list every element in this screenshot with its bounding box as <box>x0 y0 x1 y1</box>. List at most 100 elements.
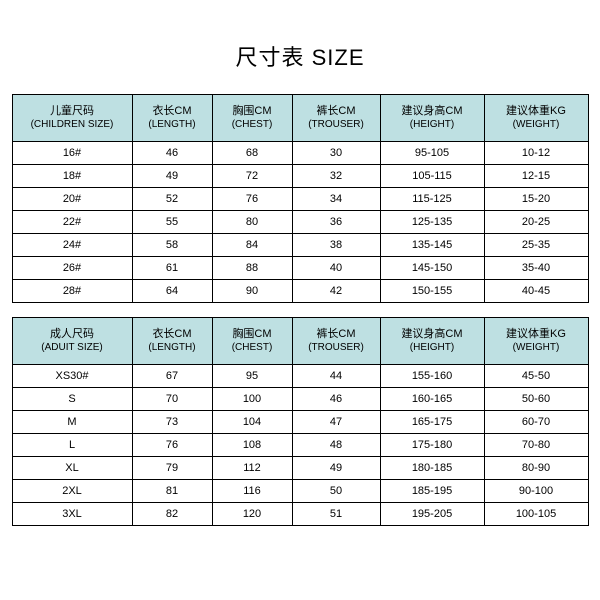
cell: 150-155 <box>380 280 484 303</box>
cell: 70 <box>132 388 212 411</box>
cell: 48 <box>292 434 380 457</box>
cell: 68 <box>212 142 292 165</box>
cell: M <box>12 411 132 434</box>
col-header-en: (TROUSER) <box>295 119 378 132</box>
cell: 34 <box>292 188 380 211</box>
children-header-row: 儿童尺码(CHILDREN SIZE)衣长CM(LENGTH)胸围CM(CHES… <box>12 95 588 142</box>
cell: 70-80 <box>484 434 588 457</box>
cell: 44 <box>292 365 380 388</box>
cell: 61 <box>132 257 212 280</box>
cell: 60-70 <box>484 411 588 434</box>
cell: 80-90 <box>484 457 588 480</box>
cell: 55 <box>132 211 212 234</box>
cell: 50-60 <box>484 388 588 411</box>
cell: 104 <box>212 411 292 434</box>
cell: 45-50 <box>484 365 588 388</box>
cell: 82 <box>132 503 212 526</box>
cell: 15-20 <box>484 188 588 211</box>
cell: 115-125 <box>380 188 484 211</box>
cell: 105-115 <box>380 165 484 188</box>
cell: 165-175 <box>380 411 484 434</box>
cell: 42 <box>292 280 380 303</box>
col-header-cn: 儿童尺码 <box>15 105 130 119</box>
cell: 64 <box>132 280 212 303</box>
cell: 20# <box>12 188 132 211</box>
col-header-en: (ADUIT SIZE) <box>15 342 130 355</box>
cell: 58 <box>132 234 212 257</box>
cell: 125-135 <box>380 211 484 234</box>
cell: XS30# <box>12 365 132 388</box>
cell: 28# <box>12 280 132 303</box>
col-header-en: (HEIGHT) <box>383 342 482 355</box>
col-header-en: (CHILDREN SIZE) <box>15 119 130 132</box>
col-header-cn: 成人尺码 <box>15 328 130 342</box>
cell: 49 <box>132 165 212 188</box>
col-header-5: 建议体重KG(WEIGHT) <box>484 95 588 142</box>
cell: 88 <box>212 257 292 280</box>
col-header-en: (LENGTH) <box>135 119 210 132</box>
page-title: 尺寸表 SIZE <box>0 40 600 72</box>
col-header-3: 裤长CM(TROUSER) <box>292 318 380 365</box>
col-header-1: 衣长CM(LENGTH) <box>132 95 212 142</box>
col-header-cn: 裤长CM <box>295 105 378 119</box>
col-header-cn: 衣长CM <box>135 105 210 119</box>
col-header-en: (LENGTH) <box>135 342 210 355</box>
cell: 90 <box>212 280 292 303</box>
table-row: XL7911249180-18580-90 <box>12 457 588 480</box>
cell: 36 <box>292 211 380 234</box>
cell: 24# <box>12 234 132 257</box>
col-header-2: 胸围CM(CHEST) <box>212 318 292 365</box>
cell: 155-160 <box>380 365 484 388</box>
table-row: 16#46683095-10510-12 <box>12 142 588 165</box>
table-row: XS30#679544155-16045-50 <box>12 365 588 388</box>
col-header-en: (TROUSER) <box>295 342 378 355</box>
col-header-5: 建议体重KG(WEIGHT) <box>484 318 588 365</box>
table-row: S7010046160-16550-60 <box>12 388 588 411</box>
cell: 50 <box>292 480 380 503</box>
cell: 47 <box>292 411 380 434</box>
col-header-cn: 胸围CM <box>215 105 290 119</box>
cell: 95-105 <box>380 142 484 165</box>
cell: 120 <box>212 503 292 526</box>
col-header-1: 衣长CM(LENGTH) <box>132 318 212 365</box>
cell: 72 <box>212 165 292 188</box>
cell: 16# <box>12 142 132 165</box>
cell: 80 <box>212 211 292 234</box>
col-header-3: 裤长CM(TROUSER) <box>292 95 380 142</box>
col-header-en: (WEIGHT) <box>487 119 586 132</box>
col-header-4: 建议身高CM(HEIGHT) <box>380 318 484 365</box>
cell: 25-35 <box>484 234 588 257</box>
cell: 135-145 <box>380 234 484 257</box>
col-header-2: 胸围CM(CHEST) <box>212 95 292 142</box>
table-row: 2XL8111650185-19590-100 <box>12 480 588 503</box>
cell: 76 <box>132 434 212 457</box>
col-header-0: 成人尺码(ADUIT SIZE) <box>12 318 132 365</box>
cell: 26# <box>12 257 132 280</box>
col-header-en: (HEIGHT) <box>383 119 482 132</box>
table-row: 28#649042150-15540-45 <box>12 280 588 303</box>
cell: 46 <box>292 388 380 411</box>
table-row: 3XL8212051195-205100-105 <box>12 503 588 526</box>
cell: 46 <box>132 142 212 165</box>
section-gap <box>12 303 588 318</box>
col-header-en: (CHEST) <box>215 119 290 132</box>
size-table: 儿童尺码(CHILDREN SIZE)衣长CM(LENGTH)胸围CM(CHES… <box>12 94 589 526</box>
cell: 32 <box>292 165 380 188</box>
cell: XL <box>12 457 132 480</box>
cell: 185-195 <box>380 480 484 503</box>
cell: 81 <box>132 480 212 503</box>
cell: S <box>12 388 132 411</box>
table-row: M7310447165-17560-70 <box>12 411 588 434</box>
cell: 3XL <box>12 503 132 526</box>
table-row: L7610848175-18070-80 <box>12 434 588 457</box>
col-header-cn: 裤长CM <box>295 328 378 342</box>
cell: 12-15 <box>484 165 588 188</box>
cell: 2XL <box>12 480 132 503</box>
cell: 40 <box>292 257 380 280</box>
table-row: 26#618840145-15035-40 <box>12 257 588 280</box>
cell: 160-165 <box>380 388 484 411</box>
col-header-cn: 建议体重KG <box>487 105 586 119</box>
cell: 51 <box>292 503 380 526</box>
cell: 90-100 <box>484 480 588 503</box>
cell: 112 <box>212 457 292 480</box>
